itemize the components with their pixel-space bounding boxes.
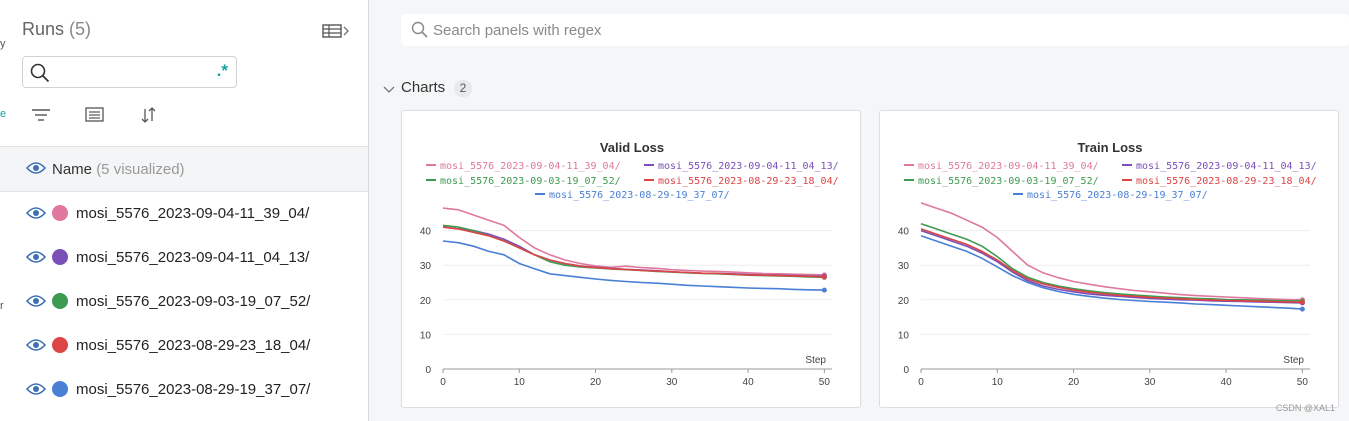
- y-tick-label: 20: [898, 296, 910, 307]
- series-line: [920, 229, 1303, 304]
- y-tick-label: 0: [425, 365, 431, 376]
- run-name[interactable]: mosi_5576_2023-09-04-11_39_04/: [76, 205, 310, 222]
- eye-icon[interactable]: [25, 250, 47, 269]
- series-end-point: [821, 287, 827, 293]
- search-icon: [30, 63, 50, 88]
- series-line: [442, 207, 825, 276]
- eye-icon[interactable]: [25, 338, 47, 357]
- eye-icon[interactable]: [25, 382, 47, 401]
- run-name[interactable]: mosi_5576_2023-08-29-23_18_04/: [76, 337, 311, 354]
- series-end-point: [821, 274, 827, 280]
- series-line: [920, 228, 1303, 303]
- run-row[interactable]: mosi_5576_2023-08-29-19_37_07/: [0, 368, 368, 412]
- legend-entry: mosi_5576_2023-09-03-19_07_52/: [440, 176, 621, 187]
- sort-icon[interactable]: [138, 106, 160, 124]
- name-column-header[interactable]: Name (5 visualized): [0, 146, 368, 192]
- x-tick-label: 20: [590, 377, 602, 388]
- series-end-point: [1299, 299, 1305, 305]
- chart-panel-valid-loss[interactable]: Valid Loss mosi_5576_2023-09-04-11_39_04/…: [401, 110, 861, 408]
- run-row[interactable]: mosi_5576_2023-09-04-11_04_13/: [0, 236, 368, 280]
- y-tick-label: 30: [898, 261, 910, 272]
- runs-sidebar: y e r Runs (5) .*: [0, 0, 369, 421]
- y-tick-label: 30: [420, 261, 432, 272]
- x-tick-label: 30: [666, 377, 678, 388]
- filter-icon[interactable]: [30, 106, 52, 124]
- visualized-count: (5 visualized): [96, 161, 185, 178]
- series-line: [442, 240, 825, 291]
- y-tick-label: 40: [420, 227, 432, 238]
- y-tick-label: 10: [898, 330, 910, 341]
- chart-svg: Valid Loss mosi_5576_2023-09-04-11_39_04/…: [420, 140, 839, 388]
- series-end-point: [1299, 306, 1305, 312]
- legend-entry: mosi_5576_2023-09-04-11_39_04/: [440, 161, 621, 172]
- run-name[interactable]: mosi_5576_2023-09-04-11_04_13/: [76, 249, 310, 266]
- series-line: [920, 202, 1303, 301]
- eye-icon[interactable]: [25, 161, 47, 180]
- x-tick-label: 0: [918, 377, 924, 388]
- x-tick-label: 10: [992, 377, 1004, 388]
- x-tick-label: 50: [819, 377, 831, 388]
- eye-icon[interactable]: [25, 294, 47, 313]
- panel-search-placeholder: Search panels with regex: [433, 22, 602, 39]
- run-row[interactable]: mosi_5576_2023-09-04-11_39_04/: [0, 192, 368, 236]
- run-name[interactable]: mosi_5576_2023-08-29-19_37_07/: [76, 381, 311, 398]
- chart-panel-train-loss[interactable]: Train Loss mosi_5576_2023-09-04-11_39_04/…: [879, 110, 1339, 408]
- edge-fragment: y: [0, 38, 6, 50]
- y-tick-label: 0: [903, 365, 909, 376]
- legend-entry: mosi_5576_2023-09-03-19_07_52/: [918, 176, 1099, 187]
- runs-title-label: Runs: [22, 19, 65, 39]
- x-axis-label: Step: [1283, 355, 1304, 366]
- chevron-down-icon[interactable]: [383, 82, 395, 100]
- table-toggle-icon[interactable]: [322, 22, 352, 40]
- y-tick-label: 20: [420, 296, 432, 307]
- chart-svg: Train Loss mosi_5576_2023-09-04-11_39_04/…: [898, 140, 1317, 388]
- legend-entry: mosi_5576_2023-09-04-11_04_13/: [658, 161, 839, 172]
- run-row[interactable]: mosi_5576_2023-08-29-23_18_04/: [0, 324, 368, 368]
- x-tick-label: 50: [1297, 377, 1309, 388]
- x-tick-label: 20: [1068, 377, 1080, 388]
- name-header-label: Name (5 visualized): [52, 161, 185, 178]
- section-title: Charts: [401, 79, 446, 96]
- run-row[interactable]: mosi_5576_2023-09-03-19_07_52/: [0, 280, 368, 324]
- eye-icon[interactable]: [25, 206, 47, 225]
- watermark: CSDN @XAL1: [1275, 403, 1335, 413]
- section-count-badge: 2: [454, 80, 472, 97]
- x-tick-label: 10: [514, 377, 526, 388]
- x-tick-label: 0: [440, 377, 446, 388]
- panel-search-input[interactable]: Search panels with regex: [401, 14, 1349, 46]
- name-header-text: Name: [52, 161, 93, 178]
- y-tick-label: 10: [420, 330, 432, 341]
- run-color-dot[interactable]: [52, 293, 68, 309]
- run-color-dot[interactable]: [52, 337, 68, 353]
- series-line: [920, 222, 1303, 302]
- series-line: [442, 226, 825, 278]
- runs-count: (5): [69, 19, 92, 39]
- legend-entry: mosi_5576_2023-08-29-23_18_04/: [1136, 176, 1317, 187]
- group-icon[interactable]: [84, 106, 106, 124]
- legend-entry: mosi_5576_2023-08-29-23_18_04/: [658, 176, 839, 187]
- legend-entry: mosi_5576_2023-09-04-11_04_13/: [1136, 161, 1317, 172]
- y-tick-label: 40: [898, 227, 910, 238]
- legend-entry: mosi_5576_2023-09-04-11_39_04/: [918, 161, 1099, 172]
- x-tick-label: 30: [1144, 377, 1156, 388]
- legend-entry: mosi_5576_2023-08-29-19_37_07/: [1027, 190, 1208, 201]
- run-name[interactable]: mosi_5576_2023-09-03-19_07_52/: [76, 293, 311, 310]
- chart-title: Valid Loss: [600, 140, 664, 155]
- x-tick-label: 40: [1221, 377, 1233, 388]
- chart-title: Train Loss: [1077, 140, 1142, 155]
- series-line: [920, 235, 1303, 310]
- run-color-dot[interactable]: [52, 381, 68, 397]
- legend-entry: mosi_5576_2023-08-29-19_37_07/: [549, 190, 730, 201]
- x-tick-label: 40: [743, 377, 755, 388]
- runs-search-input[interactable]: .*: [22, 56, 237, 88]
- run-color-dot[interactable]: [52, 205, 68, 221]
- regex-toggle[interactable]: .*: [216, 61, 228, 80]
- series-line: [442, 226, 825, 278]
- runs-title: Runs (5): [22, 19, 91, 40]
- edge-fragment: r: [0, 300, 4, 312]
- run-color-dot[interactable]: [52, 249, 68, 265]
- search-icon: [411, 21, 429, 44]
- x-axis-label: Step: [805, 355, 826, 366]
- edge-fragment: e: [0, 108, 7, 120]
